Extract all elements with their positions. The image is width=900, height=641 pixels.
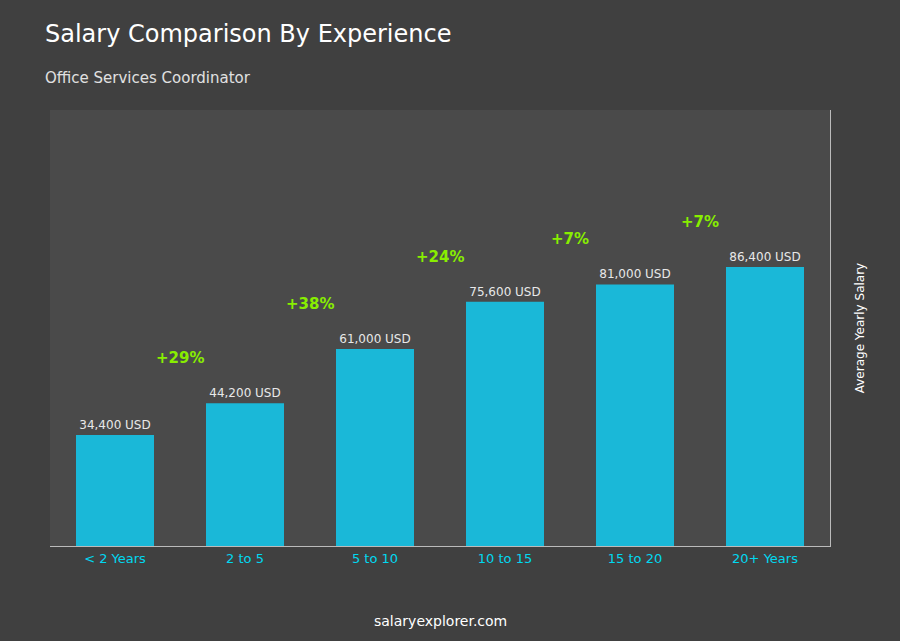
svg-text:86,400 USD: 86,400 USD — [729, 250, 800, 264]
svg-text:5 to 10: 5 to 10 — [352, 551, 398, 566]
svg-text:61,000 USD: 61,000 USD — [339, 332, 410, 346]
svg-text:Average Yearly Salary: Average Yearly Salary — [853, 263, 867, 393]
svg-text:+24%: +24% — [416, 248, 464, 266]
svg-text:+7%: +7% — [551, 230, 589, 248]
svg-text:10 to 15: 10 to 15 — [478, 551, 532, 566]
svg-text:44,200 USD: 44,200 USD — [209, 386, 280, 400]
svg-text:81,000 USD: 81,000 USD — [599, 267, 670, 281]
svg-text:+38%: +38% — [286, 295, 334, 313]
svg-text:34,400 USD: 34,400 USD — [79, 418, 150, 432]
svg-text:< 2 Years: < 2 Years — [84, 551, 146, 566]
svg-text:+29%: +29% — [156, 349, 204, 367]
svg-text:Salary Comparison By Experienc: Salary Comparison By Experience — [45, 20, 451, 48]
svg-text:15 to 20: 15 to 20 — [608, 551, 662, 566]
svg-text:20+ Years: 20+ Years — [732, 551, 798, 566]
svg-text:Office Services Coordinator: Office Services Coordinator — [45, 69, 251, 87]
svg-text:75,600 USD: 75,600 USD — [469, 285, 540, 299]
svg-text:+7%: +7% — [681, 213, 719, 231]
svg-text:salaryexplorer.com: salaryexplorer.com — [374, 613, 507, 629]
svg-text:2 to 5: 2 to 5 — [226, 551, 264, 566]
